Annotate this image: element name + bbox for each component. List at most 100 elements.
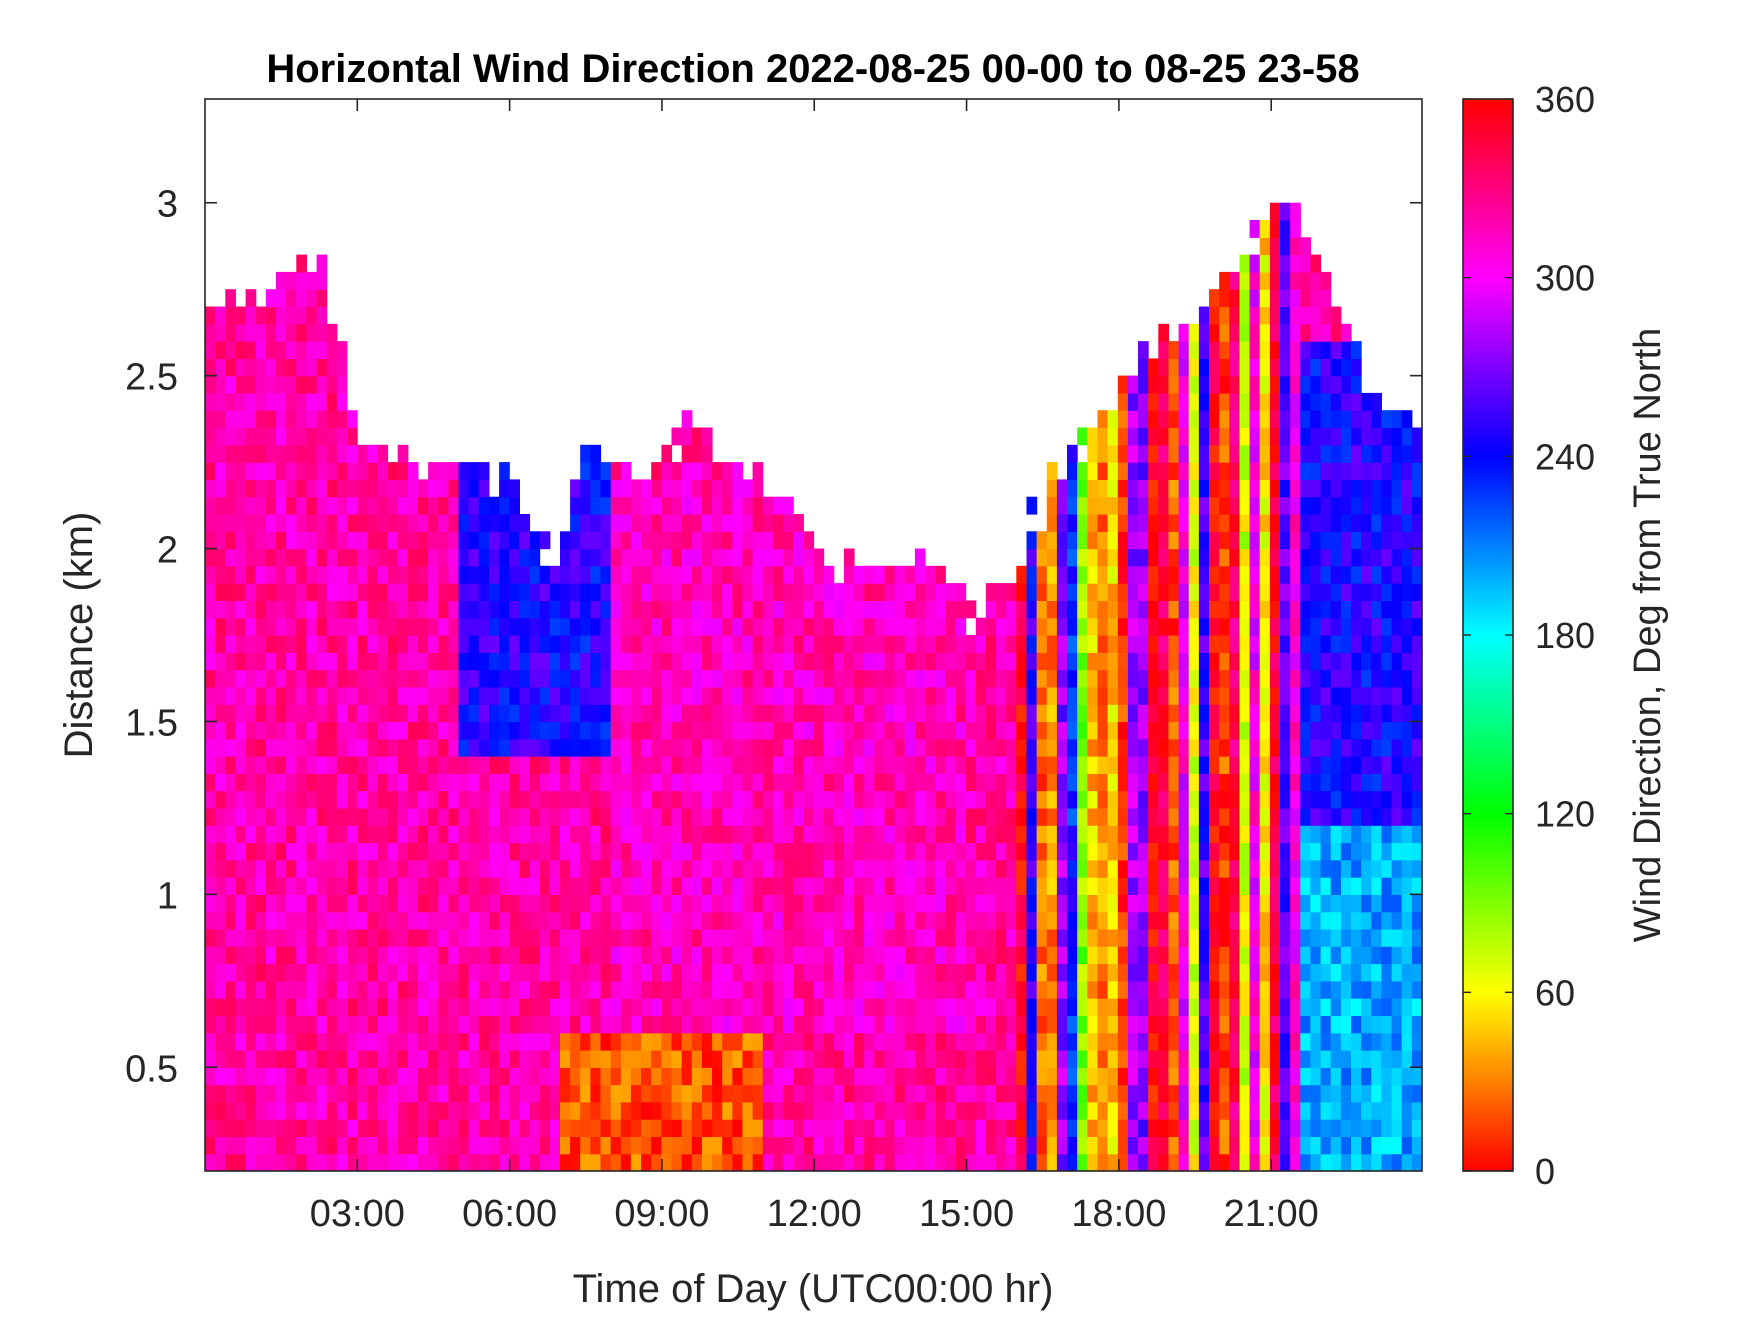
heatmap-cell	[722, 860, 733, 878]
heatmap-cell	[743, 946, 754, 964]
heatmap-cell	[661, 1015, 672, 1033]
heatmap-cell	[1341, 341, 1352, 359]
heatmap-cell	[743, 479, 754, 497]
heatmap-cell	[469, 1154, 480, 1172]
heatmap-cell	[367, 998, 378, 1016]
heatmap-cell	[1016, 756, 1027, 774]
heatmap-cell	[225, 497, 236, 515]
heatmap-cell	[1371, 860, 1382, 878]
heatmap-cell	[915, 1050, 926, 1068]
heatmap-cell	[377, 946, 388, 964]
heatmap-cell	[509, 825, 520, 843]
heatmap-cell	[702, 1067, 713, 1085]
heatmap-cell	[732, 1033, 743, 1051]
heatmap-cell	[408, 998, 419, 1016]
heatmap-cell	[956, 1085, 967, 1103]
heatmap-cell	[743, 843, 754, 861]
heatmap-cell	[246, 773, 257, 791]
heatmap-cell	[1199, 791, 1210, 809]
heatmap-cell	[266, 843, 277, 861]
heatmap-cell	[530, 981, 541, 999]
heatmap-cell	[1229, 894, 1240, 912]
heatmap-cell	[1341, 1136, 1352, 1154]
heatmap-cell	[712, 600, 723, 618]
heatmap-cell	[844, 583, 855, 601]
heatmap-cell	[459, 1067, 470, 1085]
heatmap-cell	[1229, 341, 1240, 359]
heatmap-cell	[1280, 203, 1291, 221]
heatmap-cell	[530, 739, 541, 757]
heatmap-cell	[235, 307, 246, 325]
heatmap-cell	[256, 376, 267, 394]
heatmap-cell	[915, 635, 926, 653]
heatmap-cell	[205, 376, 216, 394]
heatmap-cell	[317, 428, 328, 446]
heatmap-cell	[317, 549, 328, 567]
heatmap-cell	[814, 652, 825, 670]
heatmap-cell	[986, 739, 997, 757]
heatmap-cell	[1108, 1154, 1119, 1172]
heatmap-cell	[489, 912, 500, 930]
heatmap-cell	[824, 704, 835, 722]
heatmap-cell	[1087, 1136, 1098, 1154]
heatmap-cell	[1229, 946, 1240, 964]
heatmap-cell	[550, 687, 561, 705]
heatmap-cell	[732, 704, 743, 722]
heatmap-cell	[834, 843, 845, 861]
heatmap-cell	[1331, 635, 1342, 653]
heatmap-cell	[256, 981, 267, 999]
heatmap-cell	[966, 704, 977, 722]
heatmap-cell	[1016, 773, 1027, 791]
heatmap-cell	[347, 825, 358, 843]
heatmap-cell	[631, 843, 642, 861]
heatmap-cell	[489, 791, 500, 809]
heatmap-cell	[1229, 912, 1240, 930]
heatmap-cell	[966, 808, 977, 826]
heatmap-cell	[895, 635, 906, 653]
heatmap-cell	[631, 549, 642, 567]
heatmap-cell	[296, 1067, 307, 1085]
heatmap-cell	[286, 1050, 297, 1068]
heatmap-cell	[834, 912, 845, 930]
heatmap-cell	[1300, 497, 1311, 515]
heatmap-cell	[692, 566, 703, 584]
heatmap-cell	[793, 894, 804, 912]
heatmap-cell	[1138, 1085, 1149, 1103]
heatmap-cell	[935, 825, 946, 843]
heatmap-cell	[1290, 964, 1301, 982]
heatmap-cell	[783, 860, 794, 878]
heatmap-cell	[1341, 964, 1352, 982]
heatmap-cell	[296, 652, 307, 670]
heatmap-cell	[1118, 1119, 1129, 1137]
heatmap-cell	[1240, 549, 1251, 567]
heatmap-cell	[1290, 393, 1301, 411]
heatmap-cell	[1027, 687, 1038, 705]
heatmap-cell	[1189, 929, 1200, 947]
heatmap-cell	[1331, 670, 1342, 688]
heatmap-cell	[246, 1136, 257, 1154]
heatmap-cell	[1077, 462, 1088, 480]
heatmap-cell	[256, 600, 267, 618]
heatmap-cell	[945, 670, 956, 688]
heatmap-cell	[712, 808, 723, 826]
heatmap-cell	[1260, 272, 1271, 290]
heatmap-cell	[225, 860, 236, 878]
heatmap-cell	[1361, 566, 1372, 584]
heatmap-cell	[682, 808, 693, 826]
heatmap-cell	[560, 912, 571, 930]
heatmap-cell	[418, 1154, 429, 1172]
heatmap-cell	[844, 946, 855, 964]
heatmap-cell	[367, 687, 378, 705]
heatmap-cell	[266, 756, 277, 774]
heatmap-cell	[854, 929, 865, 947]
heatmap-cell	[1138, 912, 1149, 930]
heatmap-cell	[1006, 704, 1017, 722]
heatmap-cell	[347, 1085, 358, 1103]
heatmap-cell	[205, 1136, 216, 1154]
heatmap-cell	[854, 583, 865, 601]
heatmap-cell	[357, 687, 368, 705]
heatmap-cell	[814, 894, 825, 912]
heatmap-cell	[885, 860, 896, 878]
heatmap-cell	[590, 445, 601, 463]
heatmap-cell	[377, 635, 388, 653]
